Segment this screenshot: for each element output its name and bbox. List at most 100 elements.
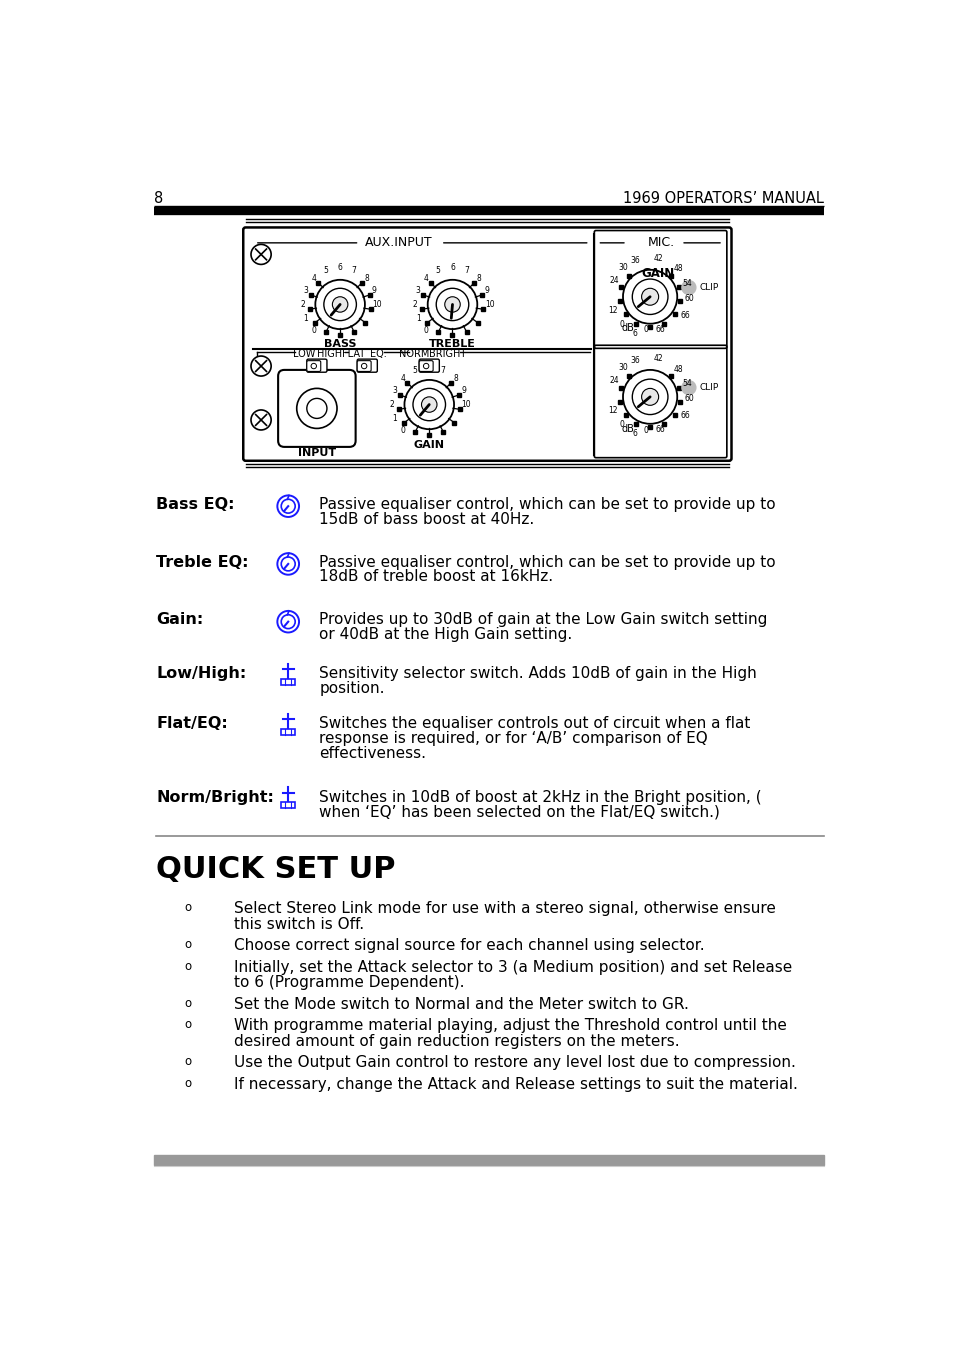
Text: HIGH: HIGH xyxy=(316,348,341,359)
Text: 6: 6 xyxy=(632,429,638,437)
Text: TREBLE: TREBLE xyxy=(429,339,476,350)
Text: o: o xyxy=(184,1056,191,1068)
Text: 0: 0 xyxy=(643,325,648,335)
Text: 4: 4 xyxy=(311,274,316,282)
Text: 66: 66 xyxy=(679,310,689,320)
FancyBboxPatch shape xyxy=(356,359,377,373)
Circle shape xyxy=(251,410,271,429)
Text: Select Stereo Link mode for use with a stereo signal, otherwise ensure: Select Stereo Link mode for use with a s… xyxy=(233,902,775,917)
Text: 10: 10 xyxy=(461,400,471,409)
Text: AUX.INPUT: AUX.INPUT xyxy=(364,236,432,250)
Circle shape xyxy=(307,398,327,418)
Text: 4: 4 xyxy=(400,374,405,383)
Text: o: o xyxy=(184,960,191,973)
Circle shape xyxy=(444,297,459,312)
Text: 48: 48 xyxy=(673,265,682,274)
Text: Treble EQ:: Treble EQ: xyxy=(156,555,249,570)
Text: Gain:: Gain: xyxy=(156,613,204,628)
Text: Passive equaliser control, which can be set to provide up to: Passive equaliser control, which can be … xyxy=(319,555,775,570)
Text: 0: 0 xyxy=(643,427,648,435)
Text: 6: 6 xyxy=(632,328,638,338)
Text: Switches the equaliser controls out of circuit when a flat: Switches the equaliser controls out of c… xyxy=(319,717,750,732)
Text: EQ.: EQ. xyxy=(370,348,386,359)
Text: o: o xyxy=(184,1077,191,1089)
Text: dB: dB xyxy=(621,323,634,332)
Text: Low/High:: Low/High: xyxy=(156,667,247,682)
Circle shape xyxy=(332,297,348,312)
Text: NORM: NORM xyxy=(398,348,429,359)
Circle shape xyxy=(281,614,294,629)
Text: 2: 2 xyxy=(413,300,417,309)
Text: GAIN: GAIN xyxy=(414,440,444,450)
Text: 8: 8 xyxy=(476,274,480,282)
Text: 54: 54 xyxy=(681,279,692,288)
Circle shape xyxy=(632,379,667,414)
Circle shape xyxy=(681,381,695,394)
Text: 36: 36 xyxy=(630,356,639,365)
Text: o: o xyxy=(184,938,191,952)
Text: 5: 5 xyxy=(412,366,416,375)
Text: 10: 10 xyxy=(484,300,494,309)
Text: MIC.: MIC. xyxy=(647,236,675,250)
Text: 9: 9 xyxy=(484,285,489,294)
Text: o: o xyxy=(184,902,191,914)
Text: Use the Output Gain control to restore any level lost due to compression.: Use the Output Gain control to restore a… xyxy=(233,1056,795,1071)
Text: Switches in 10dB of boost at 2kHz in the Bright position, (: Switches in 10dB of boost at 2kHz in the… xyxy=(319,790,761,805)
FancyBboxPatch shape xyxy=(243,227,731,460)
Circle shape xyxy=(681,281,695,294)
Text: Passive equaliser control, which can be set to provide up to: Passive equaliser control, which can be … xyxy=(319,497,775,512)
FancyBboxPatch shape xyxy=(356,360,371,371)
Text: 3: 3 xyxy=(303,286,308,296)
Text: QUICK SET UP: QUICK SET UP xyxy=(156,855,395,884)
Text: 8: 8 xyxy=(364,274,369,282)
FancyBboxPatch shape xyxy=(418,359,439,373)
Text: 1969 OPERATORS’ MANUAL: 1969 OPERATORS’ MANUAL xyxy=(622,192,822,207)
Circle shape xyxy=(296,389,336,428)
Text: 18dB of treble boost at 16kHz.: 18dB of treble boost at 16kHz. xyxy=(319,570,553,585)
Text: 0: 0 xyxy=(619,320,624,329)
Text: or 40dB at the High Gain setting.: or 40dB at the High Gain setting. xyxy=(319,628,572,643)
Text: response is required, or for ‘A/B’ comparison of EQ: response is required, or for ‘A/B’ compa… xyxy=(319,732,707,747)
Text: Initially, set the Attack selector to 3 (a Medium position) and set Release: Initially, set the Attack selector to 3 … xyxy=(233,960,791,975)
Text: 1: 1 xyxy=(416,315,420,324)
Circle shape xyxy=(641,289,658,305)
Text: 48: 48 xyxy=(673,364,682,374)
Circle shape xyxy=(281,500,294,513)
Circle shape xyxy=(251,356,271,377)
Text: 30: 30 xyxy=(618,263,628,273)
Text: Provides up to 30dB of gain at the Low Gain switch setting: Provides up to 30dB of gain at the Low G… xyxy=(319,613,767,628)
Text: 10: 10 xyxy=(372,300,382,309)
Text: 6: 6 xyxy=(337,263,342,271)
Text: 66: 66 xyxy=(655,324,664,333)
Text: BRIGHT: BRIGHT xyxy=(429,348,466,359)
Text: 6: 6 xyxy=(450,263,455,271)
Text: desired amount of gain reduction registers on the meters.: desired amount of gain reduction registe… xyxy=(233,1034,679,1049)
Circle shape xyxy=(421,397,436,412)
Text: 30: 30 xyxy=(618,363,628,373)
Text: CLIP: CLIP xyxy=(699,284,719,292)
Text: 8: 8 xyxy=(154,192,163,207)
Text: 24: 24 xyxy=(609,375,618,385)
Text: INPUT: INPUT xyxy=(297,448,335,458)
Text: Flat/EQ:: Flat/EQ: xyxy=(156,717,228,732)
Text: 2: 2 xyxy=(300,300,305,309)
Circle shape xyxy=(641,389,658,405)
Text: 36: 36 xyxy=(630,256,639,265)
Text: 6: 6 xyxy=(426,363,432,373)
Text: to 6 (Programme Dependent).: to 6 (Programme Dependent). xyxy=(233,975,464,990)
Text: 1: 1 xyxy=(303,315,308,324)
Text: 42: 42 xyxy=(653,354,662,363)
Circle shape xyxy=(413,389,445,421)
Text: 7: 7 xyxy=(463,266,468,274)
Text: GAIN: GAIN xyxy=(640,267,674,281)
Text: dB: dB xyxy=(621,424,634,435)
Text: 3: 3 xyxy=(416,286,420,296)
Text: 60: 60 xyxy=(684,394,694,402)
Circle shape xyxy=(251,244,271,265)
Text: 0: 0 xyxy=(400,427,405,435)
Text: 0: 0 xyxy=(423,327,428,335)
Text: FLAT: FLAT xyxy=(341,348,364,359)
Text: LOW: LOW xyxy=(293,348,315,359)
Circle shape xyxy=(436,289,468,320)
Text: 60: 60 xyxy=(684,293,694,302)
